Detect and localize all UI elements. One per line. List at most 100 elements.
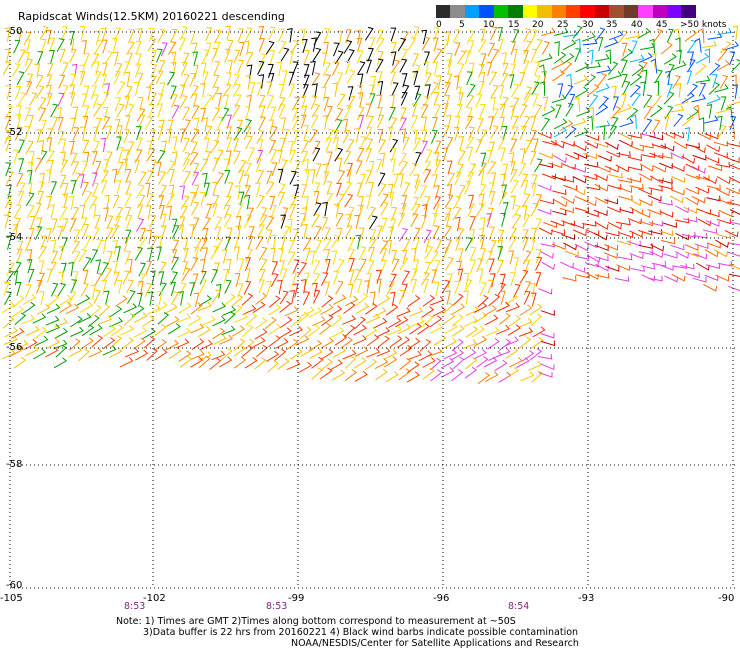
wind-barb [107,251,113,266]
wind-barb [562,163,576,170]
wind-barb [695,175,710,181]
wind-barb [414,152,422,166]
wind-barb [685,197,699,206]
wind-barb [109,317,124,328]
wind-barb [102,62,108,77]
wind-barb [445,290,451,305]
wind-barb [116,279,123,295]
wind-barb [412,129,418,145]
wind-barb [313,289,321,304]
time-label: 8:53 [266,601,288,612]
wind-barb [324,192,334,207]
wind-barb [336,182,343,197]
wind-barb [445,136,454,151]
wind-barb [478,80,485,95]
wind-barb [301,38,308,54]
footnote-line-3: NOAA/NESDIS/Center for Satellite Applica… [291,638,579,649]
wind-barb [308,339,323,351]
wind-barb [398,290,406,304]
wind-barb [584,261,599,268]
wind-barb [199,82,206,98]
wind-barb [539,198,555,205]
wind-barb [559,207,574,214]
wind-barb [389,291,396,307]
wind-barb [192,217,200,232]
wind-barb [343,324,356,338]
wind-barb [587,115,594,131]
wind-barb [377,128,384,144]
wind-barb [692,144,706,154]
wind-barb [26,169,33,185]
wind-barb [483,356,498,368]
wind-barb [329,305,343,317]
wind-barb [465,135,475,150]
wind-barb [267,304,282,316]
wind-barb [719,74,729,89]
wind-barb [706,242,721,249]
wind-barb [224,48,231,63]
wind-barb [126,279,134,294]
wind-barb [379,152,386,167]
wind-barb [497,229,505,244]
wind-barb [28,114,34,130]
wind-barb [60,138,67,153]
wind-barb [157,171,167,185]
wind-barb [182,170,191,185]
wind-barb [621,73,628,88]
lat-label: -52 [6,127,23,138]
wind-barb [508,74,515,89]
wind-barb [268,26,276,41]
wind-barb [531,81,540,96]
wind-barb [179,205,188,220]
wind-barb [465,356,478,370]
wind-barb [716,104,731,114]
wind-barb [457,248,464,263]
wind-barb [323,227,331,242]
wind-barb [249,82,256,97]
wind-barb [387,183,394,198]
wind-barb [496,324,510,335]
wind-barb [233,313,248,323]
wind-barb [126,103,135,118]
wind-barb [309,250,316,265]
wind-barb [429,357,442,371]
wind-barb [511,115,520,130]
wind-barb [398,152,407,167]
wind-barb [302,237,312,251]
wind-barb [685,272,700,279]
wind-barb [619,208,634,214]
wind-barb [278,83,285,98]
wind-barb [694,38,702,53]
wind-barb [165,339,179,351]
wind-barb [669,195,684,204]
wind-barb [573,96,581,112]
wind-barb [123,61,130,76]
wind-barb [45,168,52,184]
wind-barb [518,162,527,177]
wind-barb [215,149,224,164]
wind-barb [355,160,363,175]
colorbar-segment [594,5,610,18]
wind-barb [385,371,399,383]
wind-barb [72,106,79,121]
wind-barb [279,159,288,174]
wind-barb [456,104,463,118]
wind-barb [200,191,206,206]
wind-barb [125,85,133,100]
wind-barb [553,51,567,64]
wind-barb [716,60,730,72]
wind-barb [314,239,323,254]
wind-barb [729,242,740,246]
wind-barb [697,132,712,140]
wind-barb [399,256,409,271]
wind-barb [500,103,506,118]
wind-barb [182,52,190,67]
footnote-line-2: 3)Data buffer is 22 hrs from 20160221 4)… [143,627,579,638]
wind-barb [617,254,633,261]
wind-barb [5,137,12,152]
wind-barb [258,94,266,109]
wind-barb [325,128,334,143]
wind-barb [70,152,78,167]
wind-barb [407,337,421,350]
wind-barb [170,291,180,306]
